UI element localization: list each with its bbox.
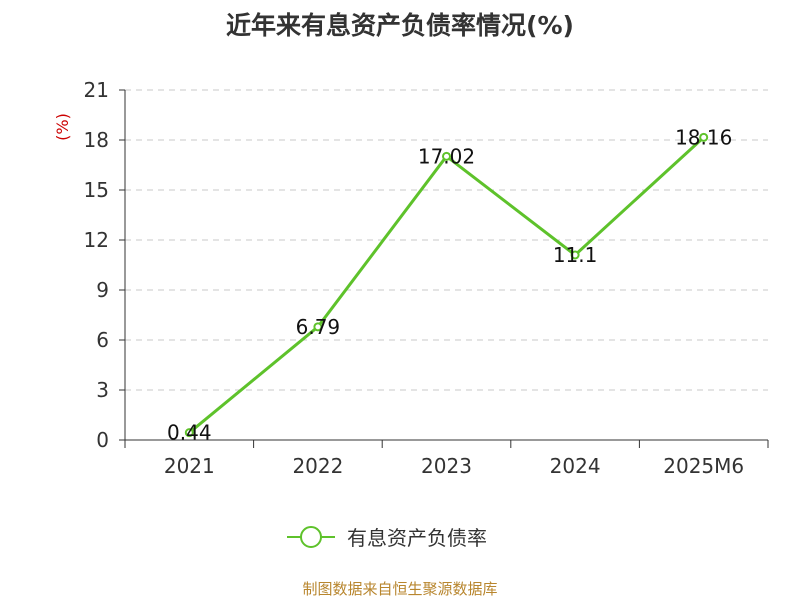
data-labels: 0.44 6.79 17.02 11.1 18.16: [167, 125, 732, 444]
x-tick-label: 2022: [292, 454, 343, 478]
data-point[interactable]: [184, 428, 194, 438]
y-tick-label: 15: [84, 178, 109, 202]
y-tick-label: 6: [96, 328, 109, 352]
data-label: 17.02: [418, 144, 475, 168]
chart-title: 近年来有息资产负债率情况(%): [226, 11, 574, 40]
data-label: 11.1: [553, 243, 598, 267]
data-point[interactable]: [570, 250, 580, 260]
y-axis-label: (%): [53, 113, 72, 141]
series-line: [188, 136, 705, 434]
source-note: 制图数据来自恒生聚源数据库: [302, 580, 498, 598]
legend[interactable]: 有息资产负债率: [287, 526, 487, 550]
x-tick-label: 2021: [164, 454, 215, 478]
x-tick-label: 2025M6: [663, 454, 744, 478]
legend-marker: [300, 526, 322, 548]
y-tick-label: 21: [84, 78, 109, 102]
y-tick-label: 3: [96, 378, 109, 402]
data-label: 18.16: [675, 125, 732, 149]
legend-label: 有息资产负债率: [347, 526, 487, 550]
x-tick-label: 2023: [421, 454, 472, 478]
y-tick-label: 0: [96, 428, 109, 452]
data-point[interactable]: [699, 132, 709, 142]
axes: 0 3 6 9 12 15 18 21 2021 2022 2023 2024 2025M6: [84, 78, 769, 478]
y-tick-label: 9: [96, 278, 109, 302]
series-layer: [184, 132, 709, 438]
grid-lines: [125, 89, 768, 391]
x-tick-label: 2024: [550, 454, 601, 478]
data-point[interactable]: [442, 151, 451, 161]
data-label: 6.79: [296, 315, 341, 339]
data-label: 0.44: [167, 421, 212, 445]
y-tick-label: 12: [84, 228, 109, 252]
data-point[interactable]: [313, 322, 323, 332]
y-tick-label: 18: [84, 128, 109, 152]
